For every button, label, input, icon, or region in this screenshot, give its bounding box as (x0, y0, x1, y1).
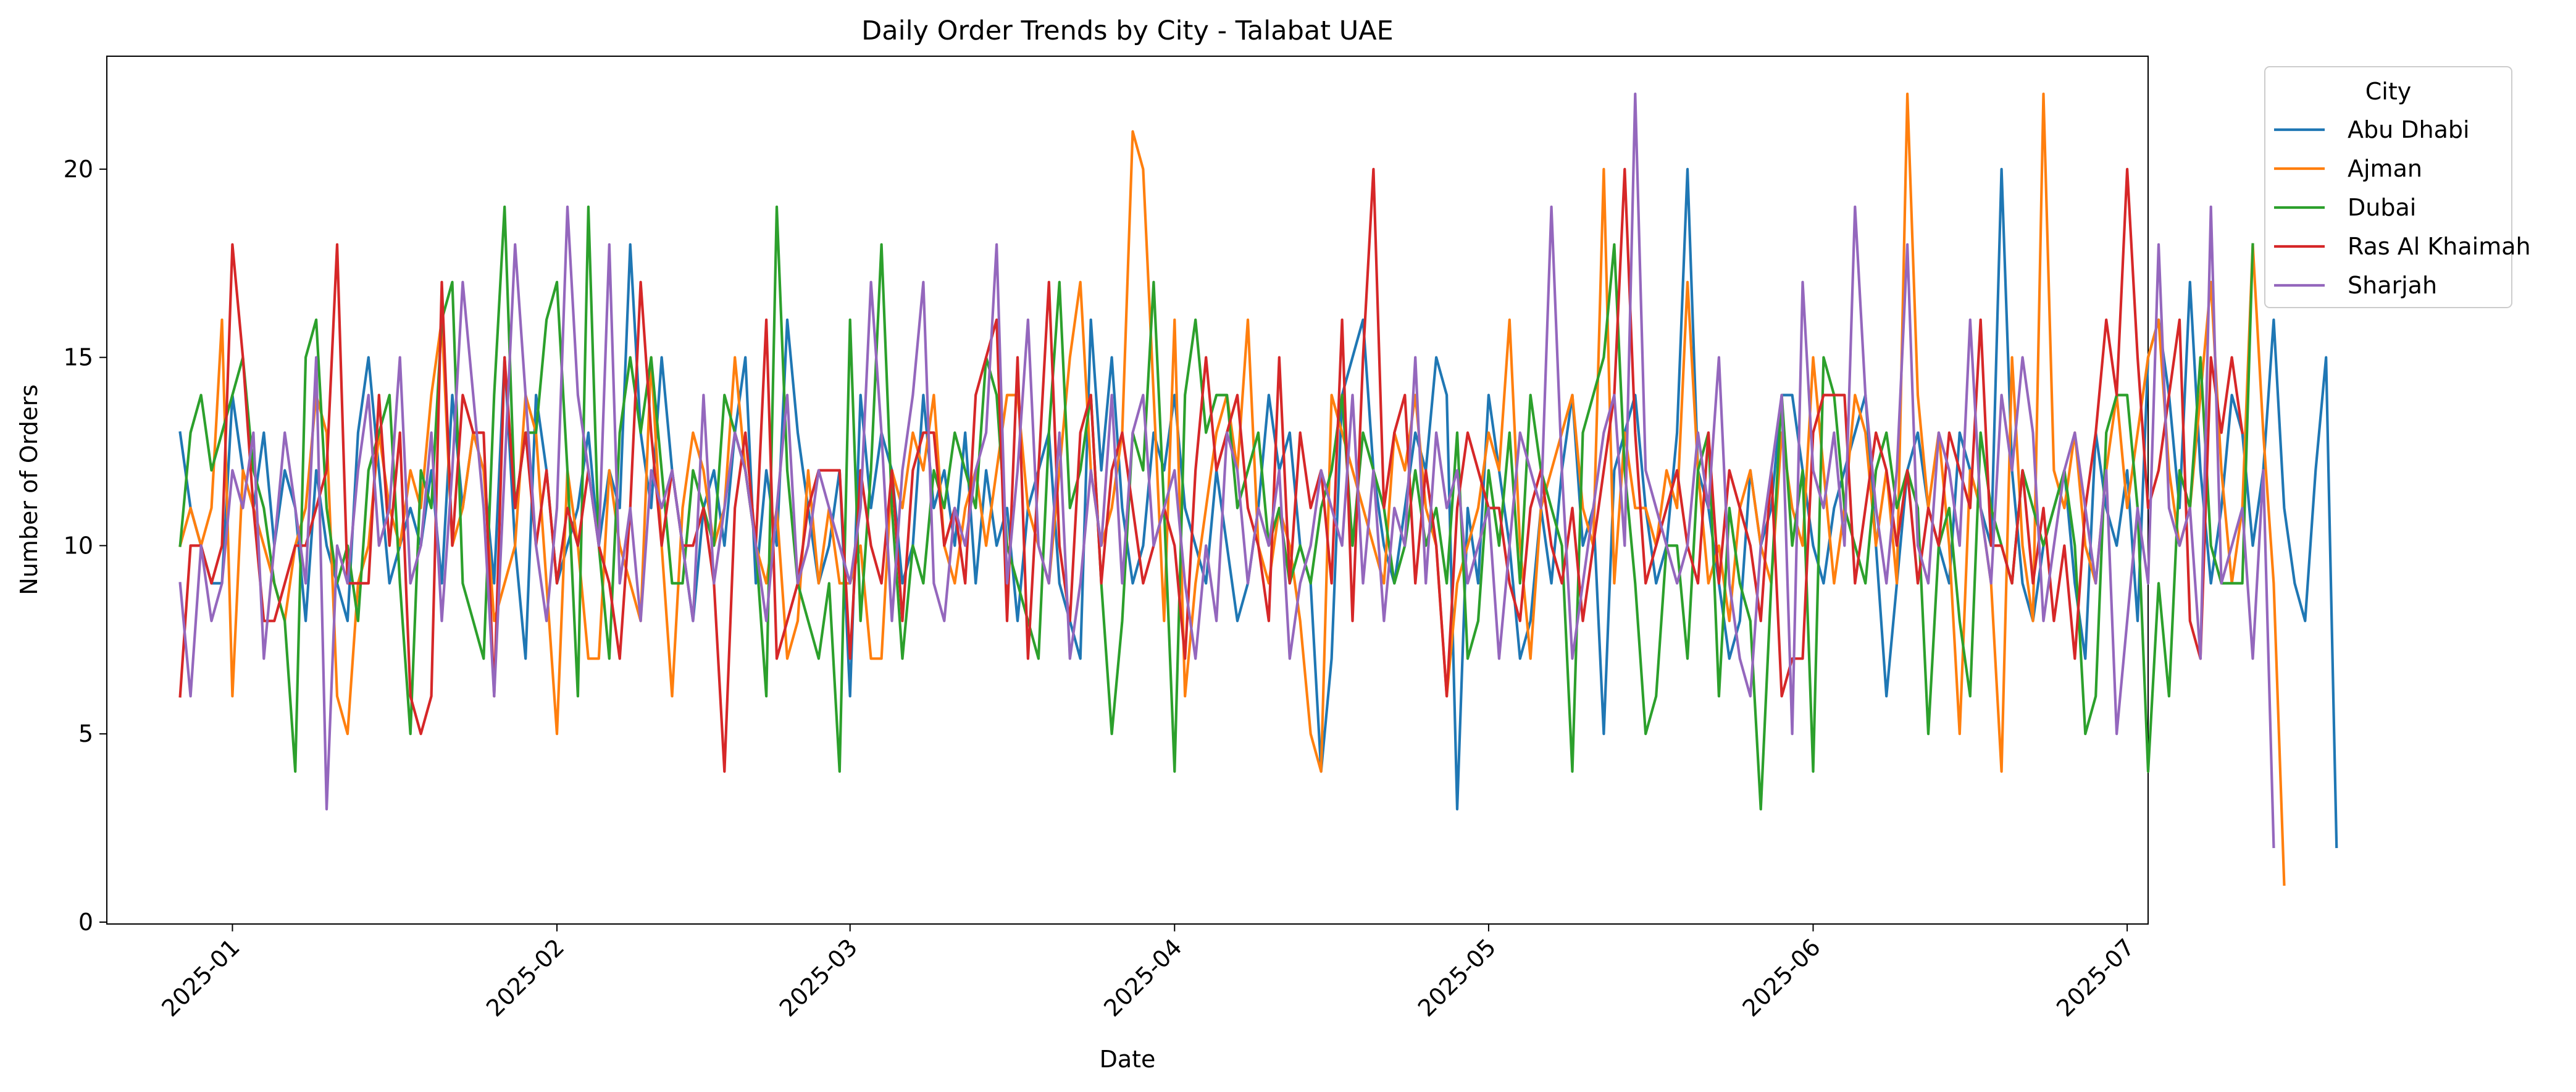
y-tick-label: 5 (78, 720, 93, 747)
y-tick-label: 10 (64, 532, 93, 559)
series-line-ajman (178, 92, 2286, 886)
legend-label: Abu Dhabi (2348, 116, 2470, 143)
series-line-sharjah (178, 92, 2275, 849)
y-axis-ticks: 0 5 10 15 20 (64, 156, 107, 936)
legend-label: Sharjah (2348, 272, 2437, 299)
y-axis-label: Number of Orders (15, 384, 43, 595)
legend-label: Ajman (2348, 155, 2422, 182)
legend-label: Ras Al Khaimah (2348, 233, 2531, 260)
legend-label: Dubai (2348, 194, 2416, 221)
legend-title: City (2365, 78, 2411, 105)
legend-entries: Abu Dhabi Ajman Dubai Ras Al Khaimah Sharjah (2274, 116, 2531, 299)
series-line-ras-al-khaimah (178, 167, 2244, 773)
legend-frame (2264, 66, 2512, 308)
legend: City Abu Dhabi Ajman Dubai Ras Al Khaimah Sh… (2264, 66, 2531, 308)
y-tick-label: 15 (64, 344, 93, 371)
x-axis-label: Date (1100, 1046, 1156, 1073)
series-layer (178, 92, 2338, 886)
y-tick-label: 20 (64, 156, 93, 183)
y-tick-label: 0 (78, 909, 93, 936)
chart-title: Daily Order Trends by City - Talabat UAE (861, 15, 1394, 46)
